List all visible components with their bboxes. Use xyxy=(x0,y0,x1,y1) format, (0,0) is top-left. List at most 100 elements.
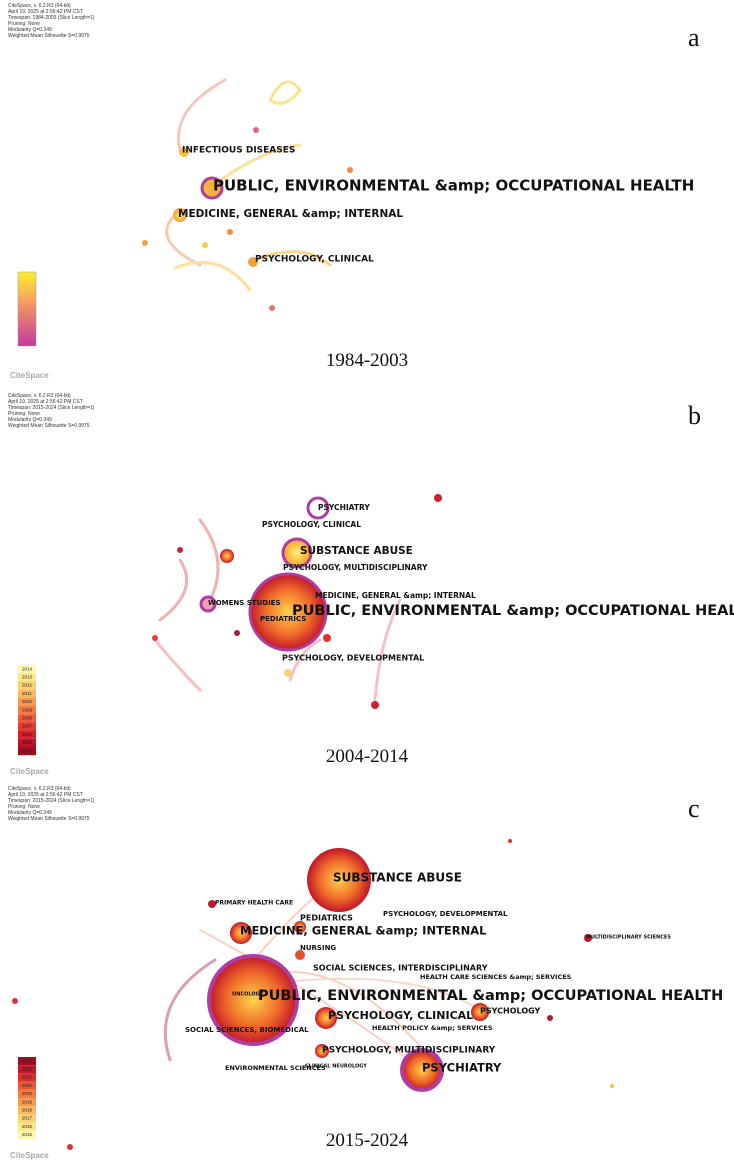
legend-swatch xyxy=(18,673,36,682)
legend-year: 2008 xyxy=(22,715,33,720)
legend-swatch xyxy=(18,714,36,723)
panel-caption: 2015-2024 xyxy=(326,1130,409,1151)
node-label: HEALTH POLICY &amp; SERVICES xyxy=(372,1024,493,1032)
node-label: PSYCHOLOGY, CLINICAL xyxy=(262,520,361,529)
legend-swatch xyxy=(18,1122,36,1131)
node-label: PEDIATRICS xyxy=(300,914,353,923)
legend-year: 2021 xyxy=(22,1083,33,1088)
node-label: INFECTIOUS DISEASES xyxy=(182,146,295,156)
panel-letter: b xyxy=(688,401,701,430)
legend-swatch xyxy=(18,1057,36,1066)
legend-swatch xyxy=(18,1081,36,1090)
citespace-brand: CiteSpace xyxy=(10,767,49,776)
node-label: MEDICINE, GENERAL &amp; INTERNAL xyxy=(315,591,476,600)
header-info: Modularity Q=0.349 xyxy=(8,417,52,423)
header-info: Modularity Q=0.349 xyxy=(8,810,52,816)
citespace-brand: CiteSpace xyxy=(10,371,49,380)
legend-year: 2005 xyxy=(22,740,33,745)
node-label: SUBSTANCE ABUSE xyxy=(300,545,413,557)
legend-swatch xyxy=(18,730,36,739)
node-label: PRIMARY HEALTH CARE xyxy=(215,900,293,907)
node-label: WOMENS STUDIES xyxy=(208,599,281,607)
panel-c-graph xyxy=(12,839,614,1150)
legend-swatch xyxy=(18,738,36,747)
legend-year: 2009 xyxy=(22,707,33,712)
header-info: Weighted Mean Silhouette S=0.9975 xyxy=(8,816,90,822)
legend-year: 2019 xyxy=(22,1099,33,1104)
legend-swatch xyxy=(18,1065,36,1074)
node-label: PSYCHOLOGY, DEVELOPMENTAL xyxy=(383,910,508,918)
header-info: Weighted Mean Silhouette S=0.9975 xyxy=(8,33,90,39)
panel-caption: 1984-2003 xyxy=(326,350,408,371)
legend-year: 2017 xyxy=(22,1116,33,1121)
legend-swatch xyxy=(18,722,36,731)
legend-year: 2004 xyxy=(22,748,33,753)
legend-year: 2012 xyxy=(22,683,33,688)
legend-swatch xyxy=(18,1130,36,1139)
node-label: PSYCHOLOGY, MULTIDISCIPLINARY xyxy=(283,563,428,572)
legend-swatch xyxy=(18,1114,36,1123)
node-label: NURSING xyxy=(300,944,336,952)
header-info: CiteSpace, v. 6.2.R3 (64-bit) xyxy=(8,786,71,792)
legend-year: 2014 xyxy=(22,666,33,671)
header-info: Pruning: None xyxy=(8,21,40,27)
node-label: MEDICINE, GENERAL &amp; INTERNAL xyxy=(178,208,403,220)
legend-year: 2007 xyxy=(22,724,33,729)
header-info: Timespan: 2015-2024 (Slice Length=1) xyxy=(8,405,95,411)
legend-swatch xyxy=(18,747,36,756)
header-info: Modularity Q=0.349 xyxy=(8,27,52,33)
node-label: PSYCHIATRY xyxy=(422,1061,502,1075)
legend-year: 2024 xyxy=(22,1058,33,1063)
legend-year: 2018 xyxy=(22,1107,33,1112)
legend-year: 2013 xyxy=(22,674,33,679)
legend-year: 2020 xyxy=(22,1091,33,1096)
header-info: April 19, 2025 at 2:56:42 PM CST xyxy=(8,399,83,405)
legend-year: 2016 xyxy=(22,1124,33,1129)
node-label: SOCIAL SCIENCES, INTERDISCIPLINARY xyxy=(313,964,488,973)
legend-swatch xyxy=(18,665,36,674)
legend-year: 2011 xyxy=(22,691,32,696)
header-info: Weighted Mean Silhouette S=0.9975 xyxy=(8,423,90,429)
legend-swatch xyxy=(18,681,36,690)
panel-letter: a xyxy=(688,23,700,52)
node-label: PUBLIC, ENVIRONMENTAL &amp; OCCUPATIONAL… xyxy=(292,603,734,619)
legend-year: 2006 xyxy=(22,732,33,737)
node-label: MEDICINE, GENERAL &amp; INTERNAL xyxy=(240,924,487,938)
node-label: PUBLIC, ENVIRONMENTAL &amp; OCCUPATIONAL… xyxy=(213,177,694,195)
node-label: CLINICAL NEUROLOGY xyxy=(305,1064,367,1070)
header-info: Timespan: 1984-2003 (Slice Length=1) xyxy=(8,15,95,21)
node-label: PSYCHOLOGY, DEVELOPMENTAL xyxy=(282,654,424,663)
header-info: Pruning: None xyxy=(8,804,40,810)
node-label: SOCIAL SCIENCES, BIOMEDICAL xyxy=(185,1026,309,1034)
header-info: Pruning: None xyxy=(8,411,40,417)
node-label: ONCOLOGY xyxy=(232,992,264,998)
panel-b-graph xyxy=(152,494,442,709)
legend-year: 2022 xyxy=(22,1075,33,1080)
legend-swatch xyxy=(18,697,36,706)
node-label: PSYCHOLOGY, MULTIDISCIPLINARY xyxy=(322,1046,496,1056)
node-label: PSYCHIATRY xyxy=(318,503,370,512)
header-info: Timespan: 2015-2024 (Slice Length=1) xyxy=(8,798,95,804)
legend-swatch xyxy=(18,1098,36,1107)
citespace-brand: CiteSpace xyxy=(10,1151,49,1160)
header-info: CiteSpace, v. 6.2.R3 (64-bit) xyxy=(8,393,71,399)
node-label: PSYCHOLOGY, CLINICAL xyxy=(255,255,374,265)
legend-year: 2023 xyxy=(22,1066,33,1071)
legends: 2014 2013 2012 2011 2010 2009 2008 2007 2006 2005… xyxy=(18,665,36,1139)
header-info: April 19, 2025 at 2:56:42 PM CST xyxy=(8,792,83,798)
node-label: PUBLIC, ENVIRONMENTAL &amp; OCCUPATIONAL… xyxy=(258,988,723,1004)
legend-year: 2015 xyxy=(22,1132,33,1137)
legend-swatch xyxy=(18,1089,36,1098)
node-label: ENVIRONMENTAL SCIENCES xyxy=(225,1064,326,1072)
panel-a-legend xyxy=(17,271,37,347)
legend-swatch xyxy=(18,1106,36,1115)
node-label: PEDIATRICS xyxy=(260,615,306,623)
node-label: PSYCHOLOGY xyxy=(480,1007,541,1016)
node-label: MULTIDISCIPLINARY SCIENCES xyxy=(586,935,671,941)
node-label: PSYCHOLOGY, CLINICAL xyxy=(328,1009,473,1022)
node-label: HEALTH CARE SCIENCES &amp; SERVICES xyxy=(420,973,572,981)
header-info: CiteSpace, v. 6.2.R3 (64-bit) xyxy=(8,3,71,9)
